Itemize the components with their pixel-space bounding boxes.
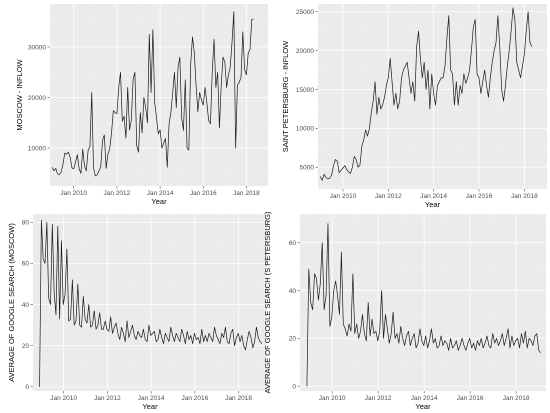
x-tick-label: Jan 2014 (420, 193, 447, 200)
plot-panel (33, 214, 267, 391)
x-tick-label: Jan 2018 (503, 395, 530, 402)
y-tick-label: 20 (289, 336, 297, 343)
x-tick-label: Jan 2014 (138, 395, 165, 402)
series-line (319, 7, 533, 181)
x-tick-label: Jan 2014 (411, 395, 438, 402)
x-tick-label: Jan 2014 (147, 190, 174, 197)
x-axis-title: Year (142, 402, 158, 411)
y-tick-label: 30000 (28, 44, 46, 51)
plot-panel (318, 4, 547, 189)
y-tick-label: 80 (22, 220, 30, 227)
y-axis-title: AVERAGE OF GOOGLE SEARCH (MOSCOW) (7, 223, 16, 382)
y-tick-label: 20 (22, 343, 30, 350)
x-tick-label: Jan 2012 (104, 190, 131, 197)
x-tick-label: Jan 2010 (319, 395, 346, 402)
y-tick-label: 40 (289, 288, 297, 295)
chart-moscow-search: Jan 2010 Jan 2012 Jan 2014 Jan 2016 Jan 2018… (7, 214, 267, 411)
y-tick-label: 40 (22, 302, 30, 309)
y-tick-label: 60 (22, 261, 30, 268)
y-tick-label: 25000 (296, 9, 314, 16)
y-axis-title: AVERAGE OF GOOGLE SEARCH (S PETERSBURG) (263, 211, 272, 393)
y-tick-label: 60 (289, 240, 297, 247)
x-axis-title: Year (151, 197, 167, 206)
y-axis-title: MOSCOW - INFLOW (15, 58, 24, 130)
x-tick-label: Jan 2012 (375, 193, 402, 200)
y-tick-label: 10000 (296, 126, 314, 133)
x-tick-label: Jan 2010 (60, 190, 87, 197)
y-tick-label: 0 (292, 384, 296, 391)
y-axis-title: SAINT PETERSBURG - INFLOW (281, 40, 290, 152)
chart-moscow-inflow: Jan 2010 Jan 2012 Jan 2014 Jan 2016 Jan 2018… (15, 4, 268, 206)
series-line (39, 219, 263, 387)
x-tick-label: Jan 2010 (50, 395, 77, 402)
x-tick-label: Jan 2018 (233, 190, 260, 197)
series-line (306, 223, 541, 387)
y-tick-label: 5000 (300, 165, 315, 172)
x-tick-label: Jan 2016 (457, 395, 484, 402)
x-tick-label: Jan 2016 (181, 395, 208, 402)
x-tick-label: Jan 2018 (225, 395, 252, 402)
x-axis-title: Year (425, 200, 441, 209)
x-tick-label: Jan 2012 (94, 395, 121, 402)
x-tick-label: Jan 2018 (511, 193, 538, 200)
y-tick-label: 20000 (28, 95, 46, 102)
plot-panel (300, 214, 546, 391)
x-tick-label: Jan 2016 (466, 193, 493, 200)
plot-panel (50, 4, 268, 186)
x-tick-label: Jan 2016 (190, 190, 217, 197)
y-tick-label: 0 (25, 384, 29, 391)
y-tick-label: 20000 (296, 48, 314, 55)
x-tick-label: Jan 2012 (365, 395, 392, 402)
y-tick-label: 15000 (296, 87, 314, 94)
y-tick-label: 10000 (28, 145, 46, 152)
series-line (51, 11, 254, 177)
chart-spb-inflow: Jan 2010 Jan 2012 Jan 2014 Jan 2016 Jan 2018… (281, 4, 547, 209)
chart-spb-search: Jan 2010 Jan 2012 Jan 2014 Jan 2016 Jan 2018… (263, 211, 546, 411)
x-tick-label: Jan 2010 (330, 193, 357, 200)
x-axis-title: Year (415, 402, 431, 411)
